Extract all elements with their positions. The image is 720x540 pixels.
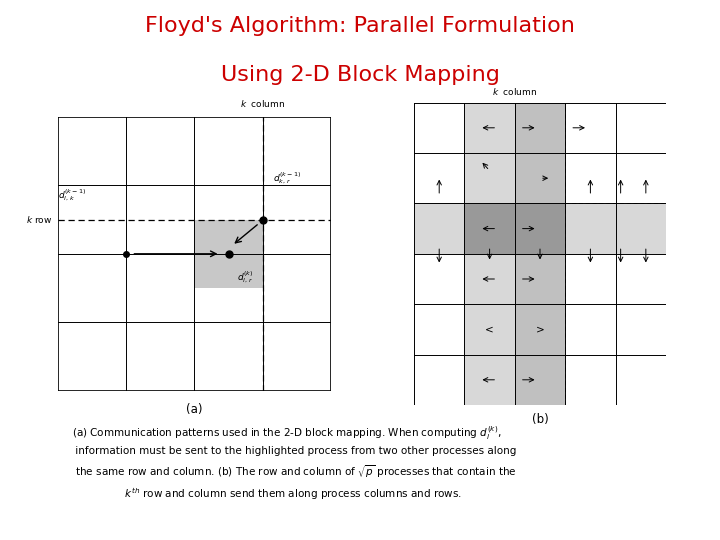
Bar bbox=[464, 204, 565, 254]
Bar bbox=[515, 103, 565, 405]
Text: $k$ row: $k$ row bbox=[26, 214, 52, 225]
Text: $d_{l,\,k}^{(k-1)}$: $d_{l,\,k}^{(k-1)}$ bbox=[58, 188, 86, 204]
Text: Floyd's Algorithm: Parallel Formulation: Floyd's Algorithm: Parallel Formulation bbox=[145, 16, 575, 36]
Bar bbox=[414, 204, 666, 254]
Text: $k$  column: $k$ column bbox=[240, 98, 285, 109]
Bar bbox=[194, 220, 263, 288]
Text: (a): (a) bbox=[186, 403, 202, 416]
Bar bbox=[464, 103, 515, 405]
Text: (a) Communication patterns used in the 2-D block mapping. When computing $d_l^{(: (a) Communication patterns used in the 2… bbox=[72, 424, 516, 502]
Text: $k$  column: $k$ column bbox=[492, 85, 537, 97]
Text: Using 2-D Block Mapping: Using 2-D Block Mapping bbox=[220, 65, 500, 85]
Text: (b): (b) bbox=[531, 413, 549, 426]
Text: >: > bbox=[536, 325, 544, 334]
Text: $d_{l,\,r}^{(k)}$: $d_{l,\,r}^{(k)}$ bbox=[237, 270, 253, 286]
Text: $d_{k,\,r}^{(k-1)}$: $d_{k,\,r}^{(k-1)}$ bbox=[273, 171, 301, 186]
Text: <: < bbox=[485, 325, 494, 334]
